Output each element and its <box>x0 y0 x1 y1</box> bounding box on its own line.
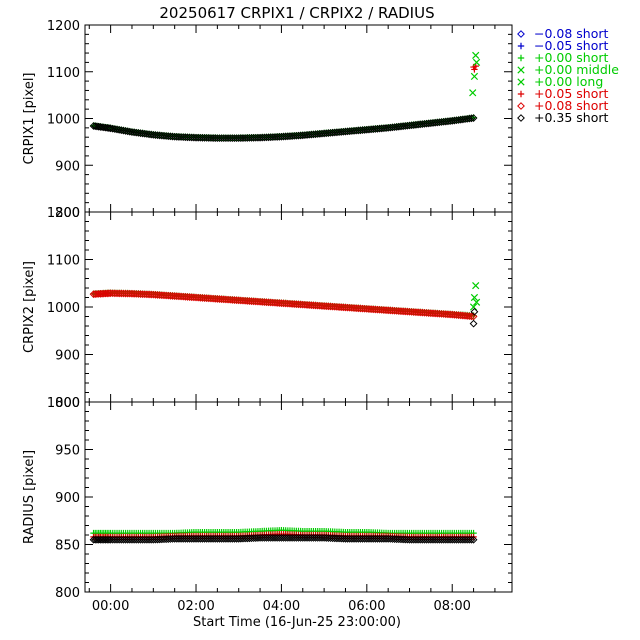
legend-marker-diamond <box>517 102 525 110</box>
data-point-interp <box>99 535 108 544</box>
series-diamond <box>89 533 478 544</box>
legend-item: +0.35 short <box>517 110 609 125</box>
series-diamond <box>89 114 478 143</box>
data-point-interp <box>119 126 128 135</box>
y-tick-label: 1100 <box>47 66 80 81</box>
legend-label: +0.05 short <box>534 86 609 101</box>
y-axis-label: CRPIX1 [pixel] <box>22 72 37 164</box>
data-point-interp <box>467 535 476 544</box>
series-cross <box>469 51 481 97</box>
series-cross <box>469 282 481 311</box>
data-point-interp <box>123 127 132 136</box>
data-point <box>471 66 478 73</box>
y-tick-label: 1000 <box>47 113 80 128</box>
legend-label: +0.00 short <box>534 50 609 65</box>
series-diamond <box>469 307 479 328</box>
x-tick-label: 00:00 <box>92 599 129 614</box>
legend-marker-diamond <box>517 114 525 122</box>
data-point <box>469 312 478 321</box>
y-tick-label: 1200 <box>47 206 80 221</box>
panel-3: 800 850 900 950 1000 00:00 02:00 04:00 06:00 08:0… <box>22 396 513 614</box>
legend-label: −0.05 short <box>534 38 609 53</box>
panel-1: 800 900 1000 1100 1200 CRPIX1 [pixel] <box>22 19 513 221</box>
x-tick-label: 06:00 <box>348 599 385 614</box>
data-point-interp <box>117 126 126 135</box>
legend-item: +0.05 short <box>517 86 609 101</box>
y-tick-label: 1000 <box>47 301 80 316</box>
data-point <box>469 535 478 544</box>
y-axis-label: RADIUS [pixel] <box>22 450 37 544</box>
y-tick-label: 850 <box>55 539 80 554</box>
legend-item: −0.05 short <box>517 38 609 53</box>
legend-label: +0.08 short <box>534 98 609 113</box>
legend-item: +0.00 short <box>517 50 609 65</box>
data-point-interp <box>91 535 100 544</box>
data-point-interp <box>93 535 101 544</box>
data-point-interp <box>113 125 121 134</box>
legend-marker-diamond <box>517 30 525 38</box>
legend-label: +0.00 long <box>534 74 603 89</box>
y-tick-label: 1200 <box>47 19 80 34</box>
data-point <box>470 72 479 81</box>
series-diamond <box>89 289 478 321</box>
data-point-interp <box>98 535 106 544</box>
legend-marker-cross <box>517 78 525 86</box>
data-point-interp <box>96 535 105 544</box>
data-point <box>469 319 478 328</box>
data-point-interp <box>103 289 112 298</box>
data-point-interp <box>467 114 476 123</box>
data-point-interp <box>121 127 130 135</box>
legend-item: +0.00 long <box>517 74 603 89</box>
x-tick-label: 04:00 <box>263 599 300 614</box>
legend-marker-plus <box>517 54 525 62</box>
y-tick-label: 900 <box>55 491 80 506</box>
data-point <box>470 307 479 316</box>
data-point-interp <box>467 312 476 321</box>
legend-marker-plus <box>517 42 525 50</box>
panel-2: 800 900 1000 1100 1200 CRPIX2 [pixel] <box>22 206 513 411</box>
legend-item: +0.08 short <box>517 98 609 113</box>
y-tick-label: 800 <box>55 396 80 411</box>
legend-label: −0.08 short <box>534 26 609 41</box>
data-point-interp <box>101 535 110 544</box>
data-point <box>472 51 480 60</box>
data-point <box>469 114 478 122</box>
y-tick-label: 900 <box>55 159 80 174</box>
data-point <box>470 293 479 302</box>
y-tick-label: 950 <box>55 444 80 459</box>
y-tick-label: 1000 <box>47 396 80 411</box>
plot-frame <box>84 401 513 593</box>
legend-label: +0.00 middle <box>534 62 619 77</box>
data-point-interp <box>94 535 103 544</box>
x-tick-label: 02:00 <box>177 599 214 614</box>
y-tick-label: 900 <box>55 349 80 364</box>
y-axis-label: CRPIX2 [pixel] <box>22 261 37 353</box>
y-tick-label: 1100 <box>47 254 80 269</box>
legend-label: +0.35 short <box>534 110 609 125</box>
x-tick-label: 08:00 <box>433 599 470 614</box>
legend-marker-cross <box>517 66 525 74</box>
data-point-interp <box>110 125 119 133</box>
legend-item: −0.08 short <box>517 26 609 41</box>
data-point <box>106 124 115 133</box>
data-point <box>469 89 477 97</box>
data-point <box>472 282 480 290</box>
data-point <box>89 535 98 544</box>
data-point <box>472 58 481 67</box>
chart-title: 20250617 CRPIX1 / CRPIX2 / RADIUS <box>159 4 434 22</box>
data-point-interp <box>108 124 117 133</box>
data-point <box>472 298 481 306</box>
x-axis-label: Start Time (16-Jun-25 23:00:00) <box>193 615 401 630</box>
data-point-interp <box>103 535 112 544</box>
y-tick-label: 800 <box>55 206 80 221</box>
legend: −0.08 short−0.05 short+0.00 short+0.00 m… <box>517 26 619 125</box>
y-tick-label: 800 <box>55 586 80 601</box>
data-point-interp <box>115 125 124 134</box>
legend-marker-plus <box>517 90 525 98</box>
legend-item: +0.00 middle <box>517 62 619 77</box>
